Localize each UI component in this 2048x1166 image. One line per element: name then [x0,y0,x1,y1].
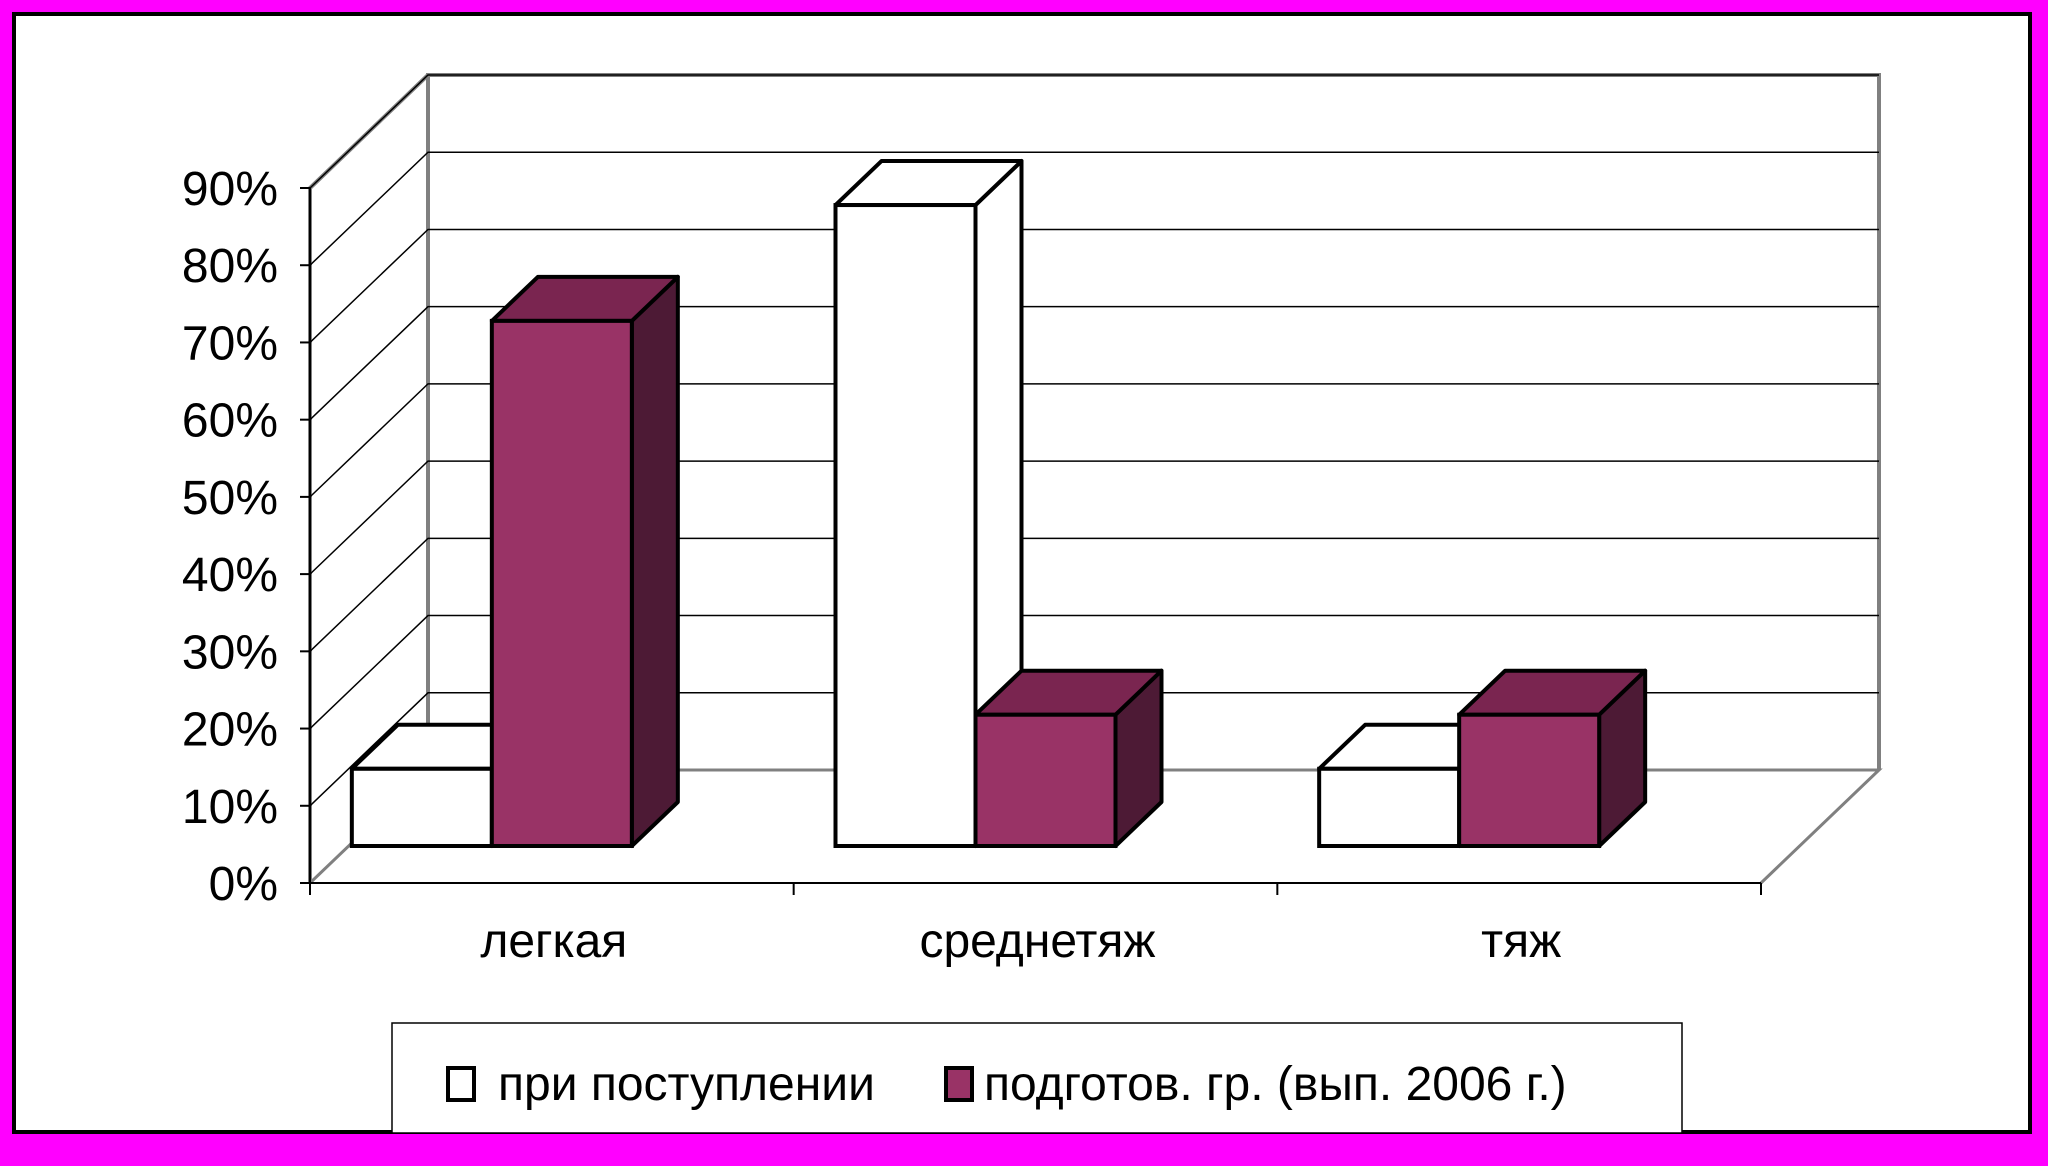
y-tick-label: 20% [182,704,278,757]
gridline [309,460,1879,575]
gridline [309,383,1879,498]
chart-gridlines [309,74,1879,807]
chart-axes [300,187,1762,895]
gridline [309,305,1879,421]
bar-front [349,766,494,848]
gridline [309,692,1879,807]
gridline [309,537,1879,652]
legend-swatch [944,1066,974,1102]
legend-swatch [446,1066,476,1102]
y-tick-label: 50% [182,472,278,525]
chart-legend: при поступлении подготов. гр. (вып. 2006 … [391,1022,1683,1134]
x-axis-category-labels: легкая среднетяж тяж [480,915,1561,968]
legend-box [391,1022,1683,1134]
y-tick-label: 70% [182,317,278,370]
bar-prepared-3 [1457,668,1648,848]
category-label: среднетяж [919,915,1155,968]
y-tick-label: 80% [182,240,278,293]
bar-admission-2 [833,159,1024,849]
chart-svg: 0% 10% 20% 30% 40% 50% 60% 70% 80% 90% легкая сред… [182,73,1883,1134]
bar-prepared-2 [973,668,1164,848]
gridline [309,228,1879,343]
legend-label: при поступлении [498,1058,875,1111]
y-tick-label: 40% [182,549,278,602]
bar-front [489,318,634,848]
bar-prepared-1 [489,274,680,848]
gridline [309,614,1879,730]
legend-label: подготов. гр. (вып. 2006 г.) [984,1058,1567,1111]
y-tick-label: 0% [209,858,278,911]
gridline [309,151,1879,266]
y-tick-label: 60% [182,395,278,448]
y-tick-label: 30% [182,626,278,679]
y-tick-label: 10% [182,781,278,834]
gridline [309,74,1879,189]
legend-item: при поступлении [446,1058,875,1111]
category-label: легкая [480,915,627,968]
chart-frame: 0% 10% 20% 30% 40% 50% 60% 70% 80% 90% легкая сред… [12,12,2032,1134]
y-tick-label: 90% [182,163,278,216]
legend-item: подготов. гр. (вып. 2006 г.) [944,1058,1567,1111]
bar-front [1457,712,1602,848]
bar-front [973,712,1118,848]
bar-side [629,274,680,848]
bar-front [833,203,978,849]
chart-bars [349,159,1648,849]
category-label: тяж [1481,915,1561,968]
bar-front [1317,766,1462,848]
y-axis-tick-labels: 0% 10% 20% 30% 40% 50% 60% 70% 80% 90% [182,163,278,911]
